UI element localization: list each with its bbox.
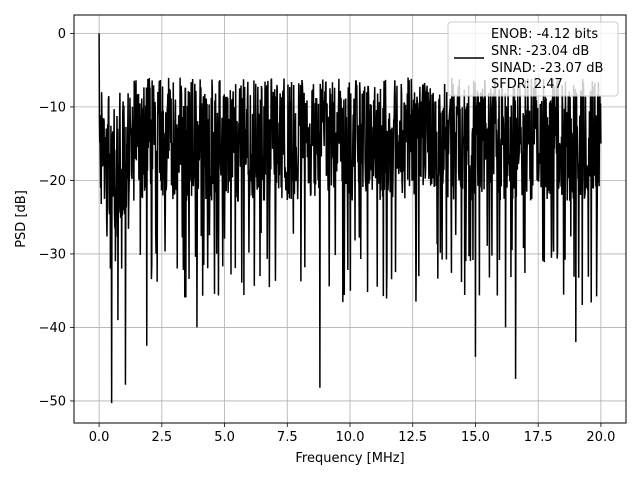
y-tick-label: −50 — [39, 394, 66, 409]
y-tick-label: −20 — [39, 174, 66, 189]
x-axis-label: Frequency [MHz] — [295, 451, 404, 466]
legend-box — [447, 21, 619, 97]
x-tick-label: 12.5 — [398, 430, 427, 445]
series-layer — [98, 33, 602, 404]
y-tick-label: −10 — [39, 100, 66, 115]
x-tick-label: 0.0 — [89, 430, 110, 445]
x-axis: 0.0 2.5 5.0 7.5 10.0 12.5 15.0 17.5 20.0 — [89, 423, 615, 445]
x-tick-label: 5.0 — [214, 430, 235, 445]
y-axis-label: PSD [dB] — [14, 190, 29, 248]
x-tick-label: 7.5 — [277, 430, 298, 445]
legend-sfdr: SFDR: 2.47 — [491, 77, 563, 92]
legend: ENOB: -4.12 bits SNR: -23.04 dB SINAD: -… — [447, 21, 619, 97]
legend-enob: ENOB: -4.12 bits — [491, 27, 598, 42]
x-tick-label: 2.5 — [151, 430, 172, 445]
y-tick-label: −40 — [39, 321, 66, 336]
y-tick-label: −30 — [39, 247, 66, 262]
x-tick-label: 15.0 — [461, 430, 490, 445]
x-tick-label: 17.5 — [524, 430, 553, 445]
psd-series-line — [98, 33, 602, 404]
y-axis: 0 −10 −20 −30 −40 −50 — [39, 27, 74, 409]
legend-sinad: SINAD: -23.07 dB — [491, 61, 603, 76]
y-tick-label: 0 — [58, 27, 66, 42]
x-tick-label: 20.0 — [586, 430, 615, 445]
legend-snr: SNR: -23.04 dB — [491, 44, 589, 59]
x-tick-label: 10.0 — [336, 430, 365, 445]
